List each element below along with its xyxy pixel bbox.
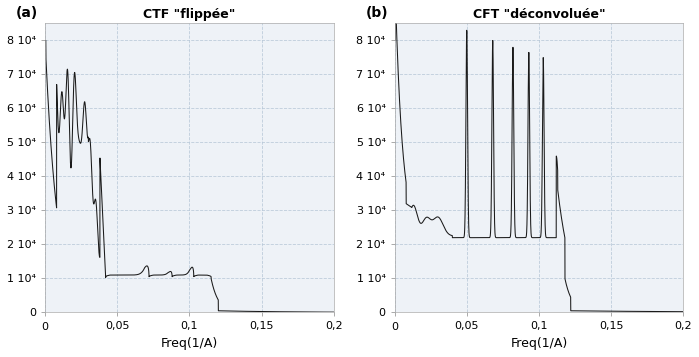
Text: (b): (b) — [366, 6, 389, 20]
Text: (a): (a) — [16, 6, 38, 20]
Title: CFT "déconvoluée": CFT "déconvoluée" — [473, 8, 605, 21]
X-axis label: Freq(1/A): Freq(1/A) — [161, 337, 218, 350]
Title: CTF "flippée": CTF "flippée" — [143, 8, 236, 21]
X-axis label: Freq(1/A): Freq(1/A) — [510, 337, 568, 350]
